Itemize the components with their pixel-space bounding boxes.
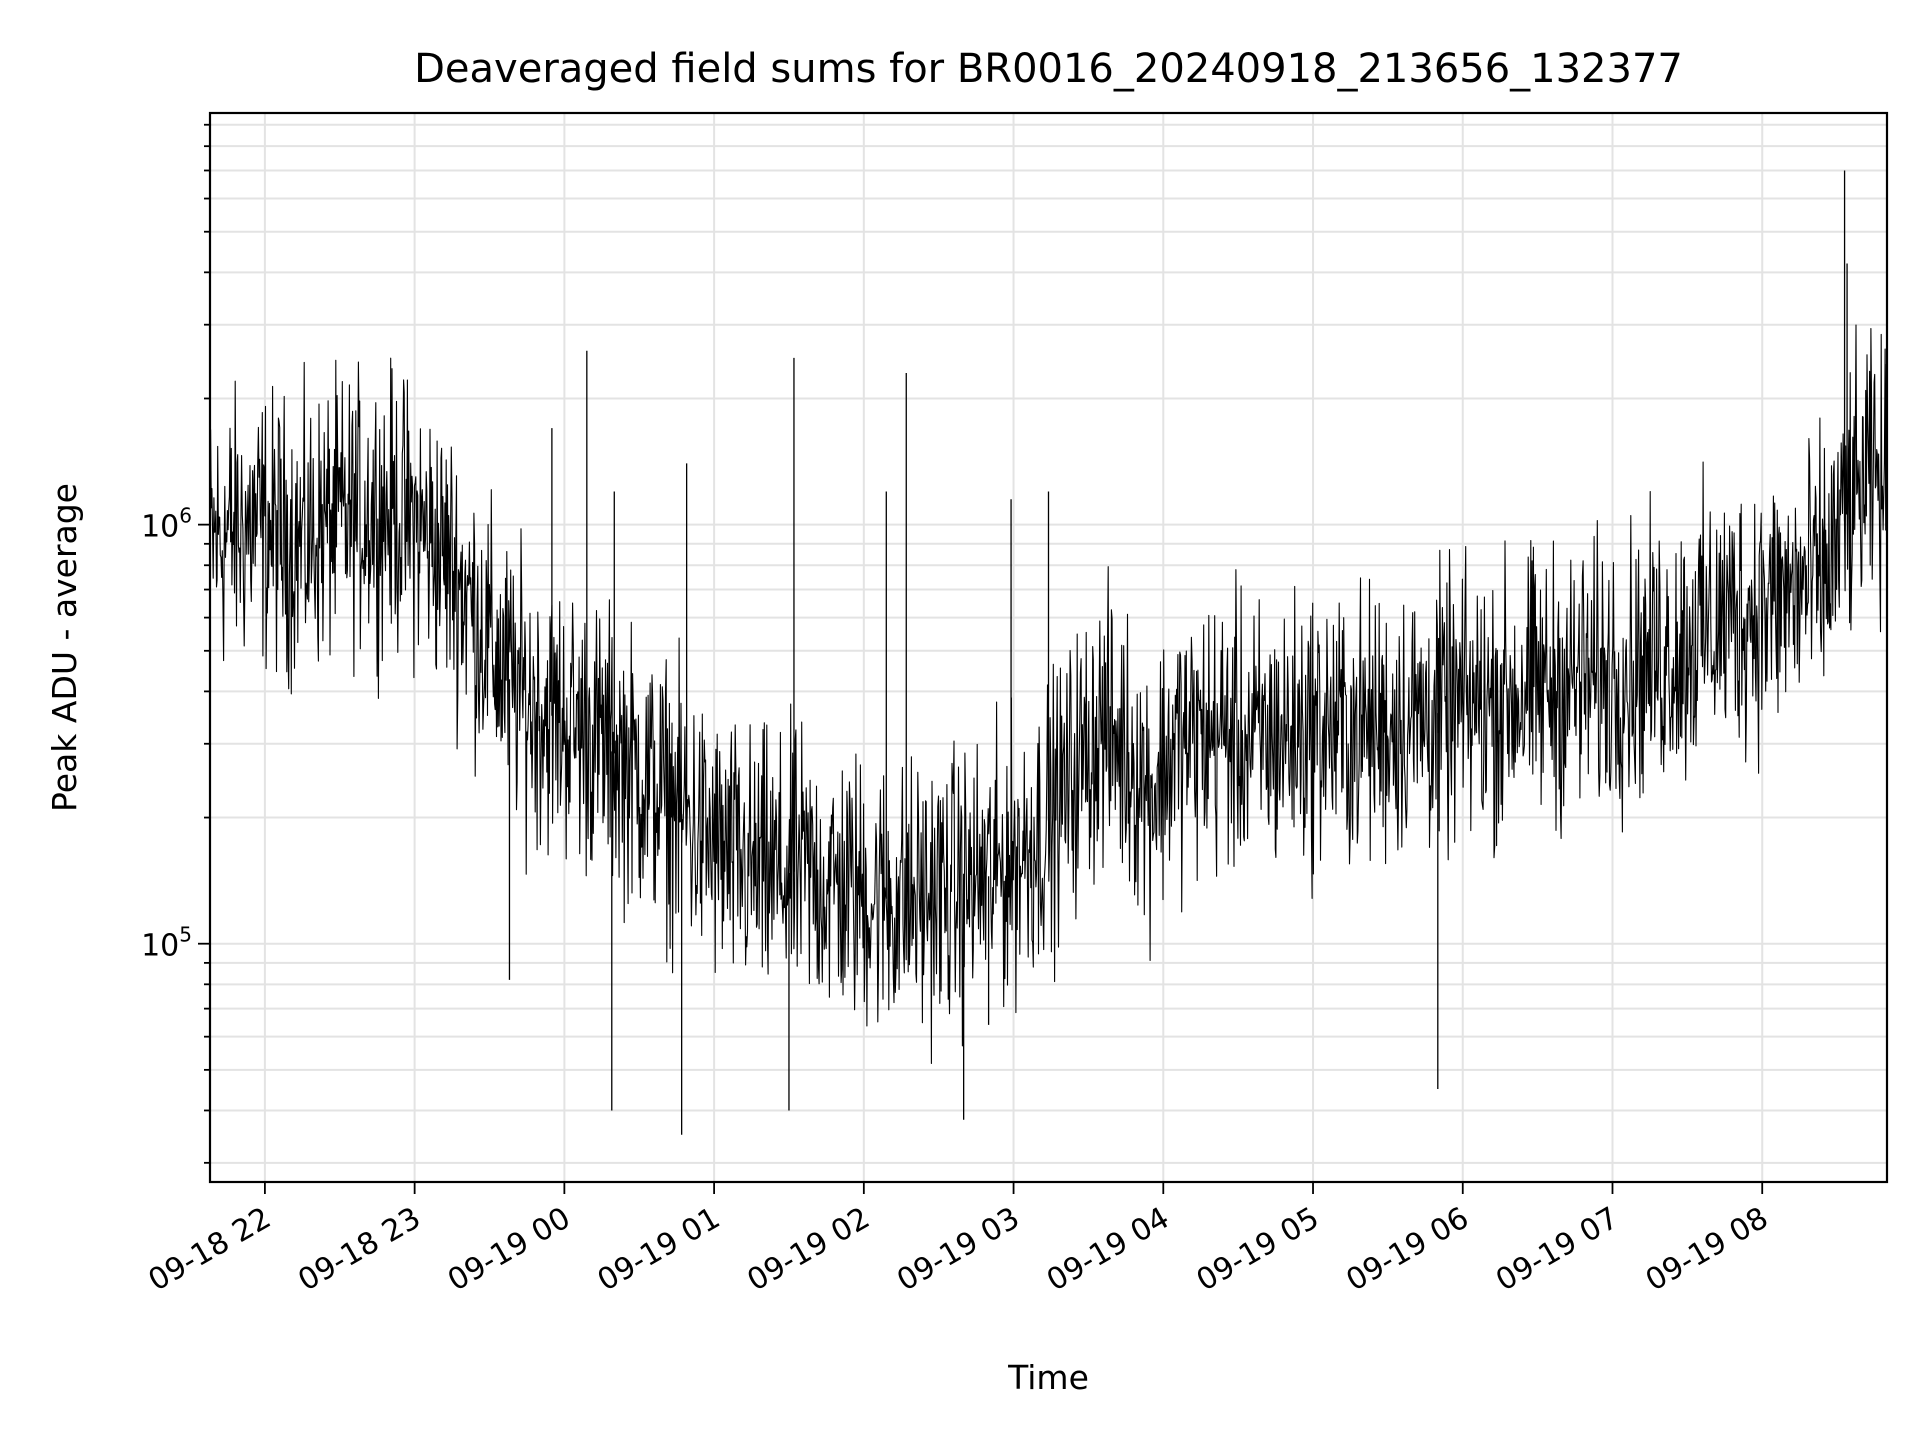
chart-title: Deaveraged field sums for BR0016_2024091… xyxy=(414,46,1683,92)
x-axis-label: Time xyxy=(1007,1358,1089,1397)
series-layer xyxy=(209,170,1888,1135)
y-axis-label: Peak ADU - average xyxy=(45,483,84,812)
plot-frame xyxy=(208,111,1889,1184)
y-tick-label: 105 xyxy=(141,923,192,964)
y-tick-label: 106 xyxy=(141,504,192,545)
